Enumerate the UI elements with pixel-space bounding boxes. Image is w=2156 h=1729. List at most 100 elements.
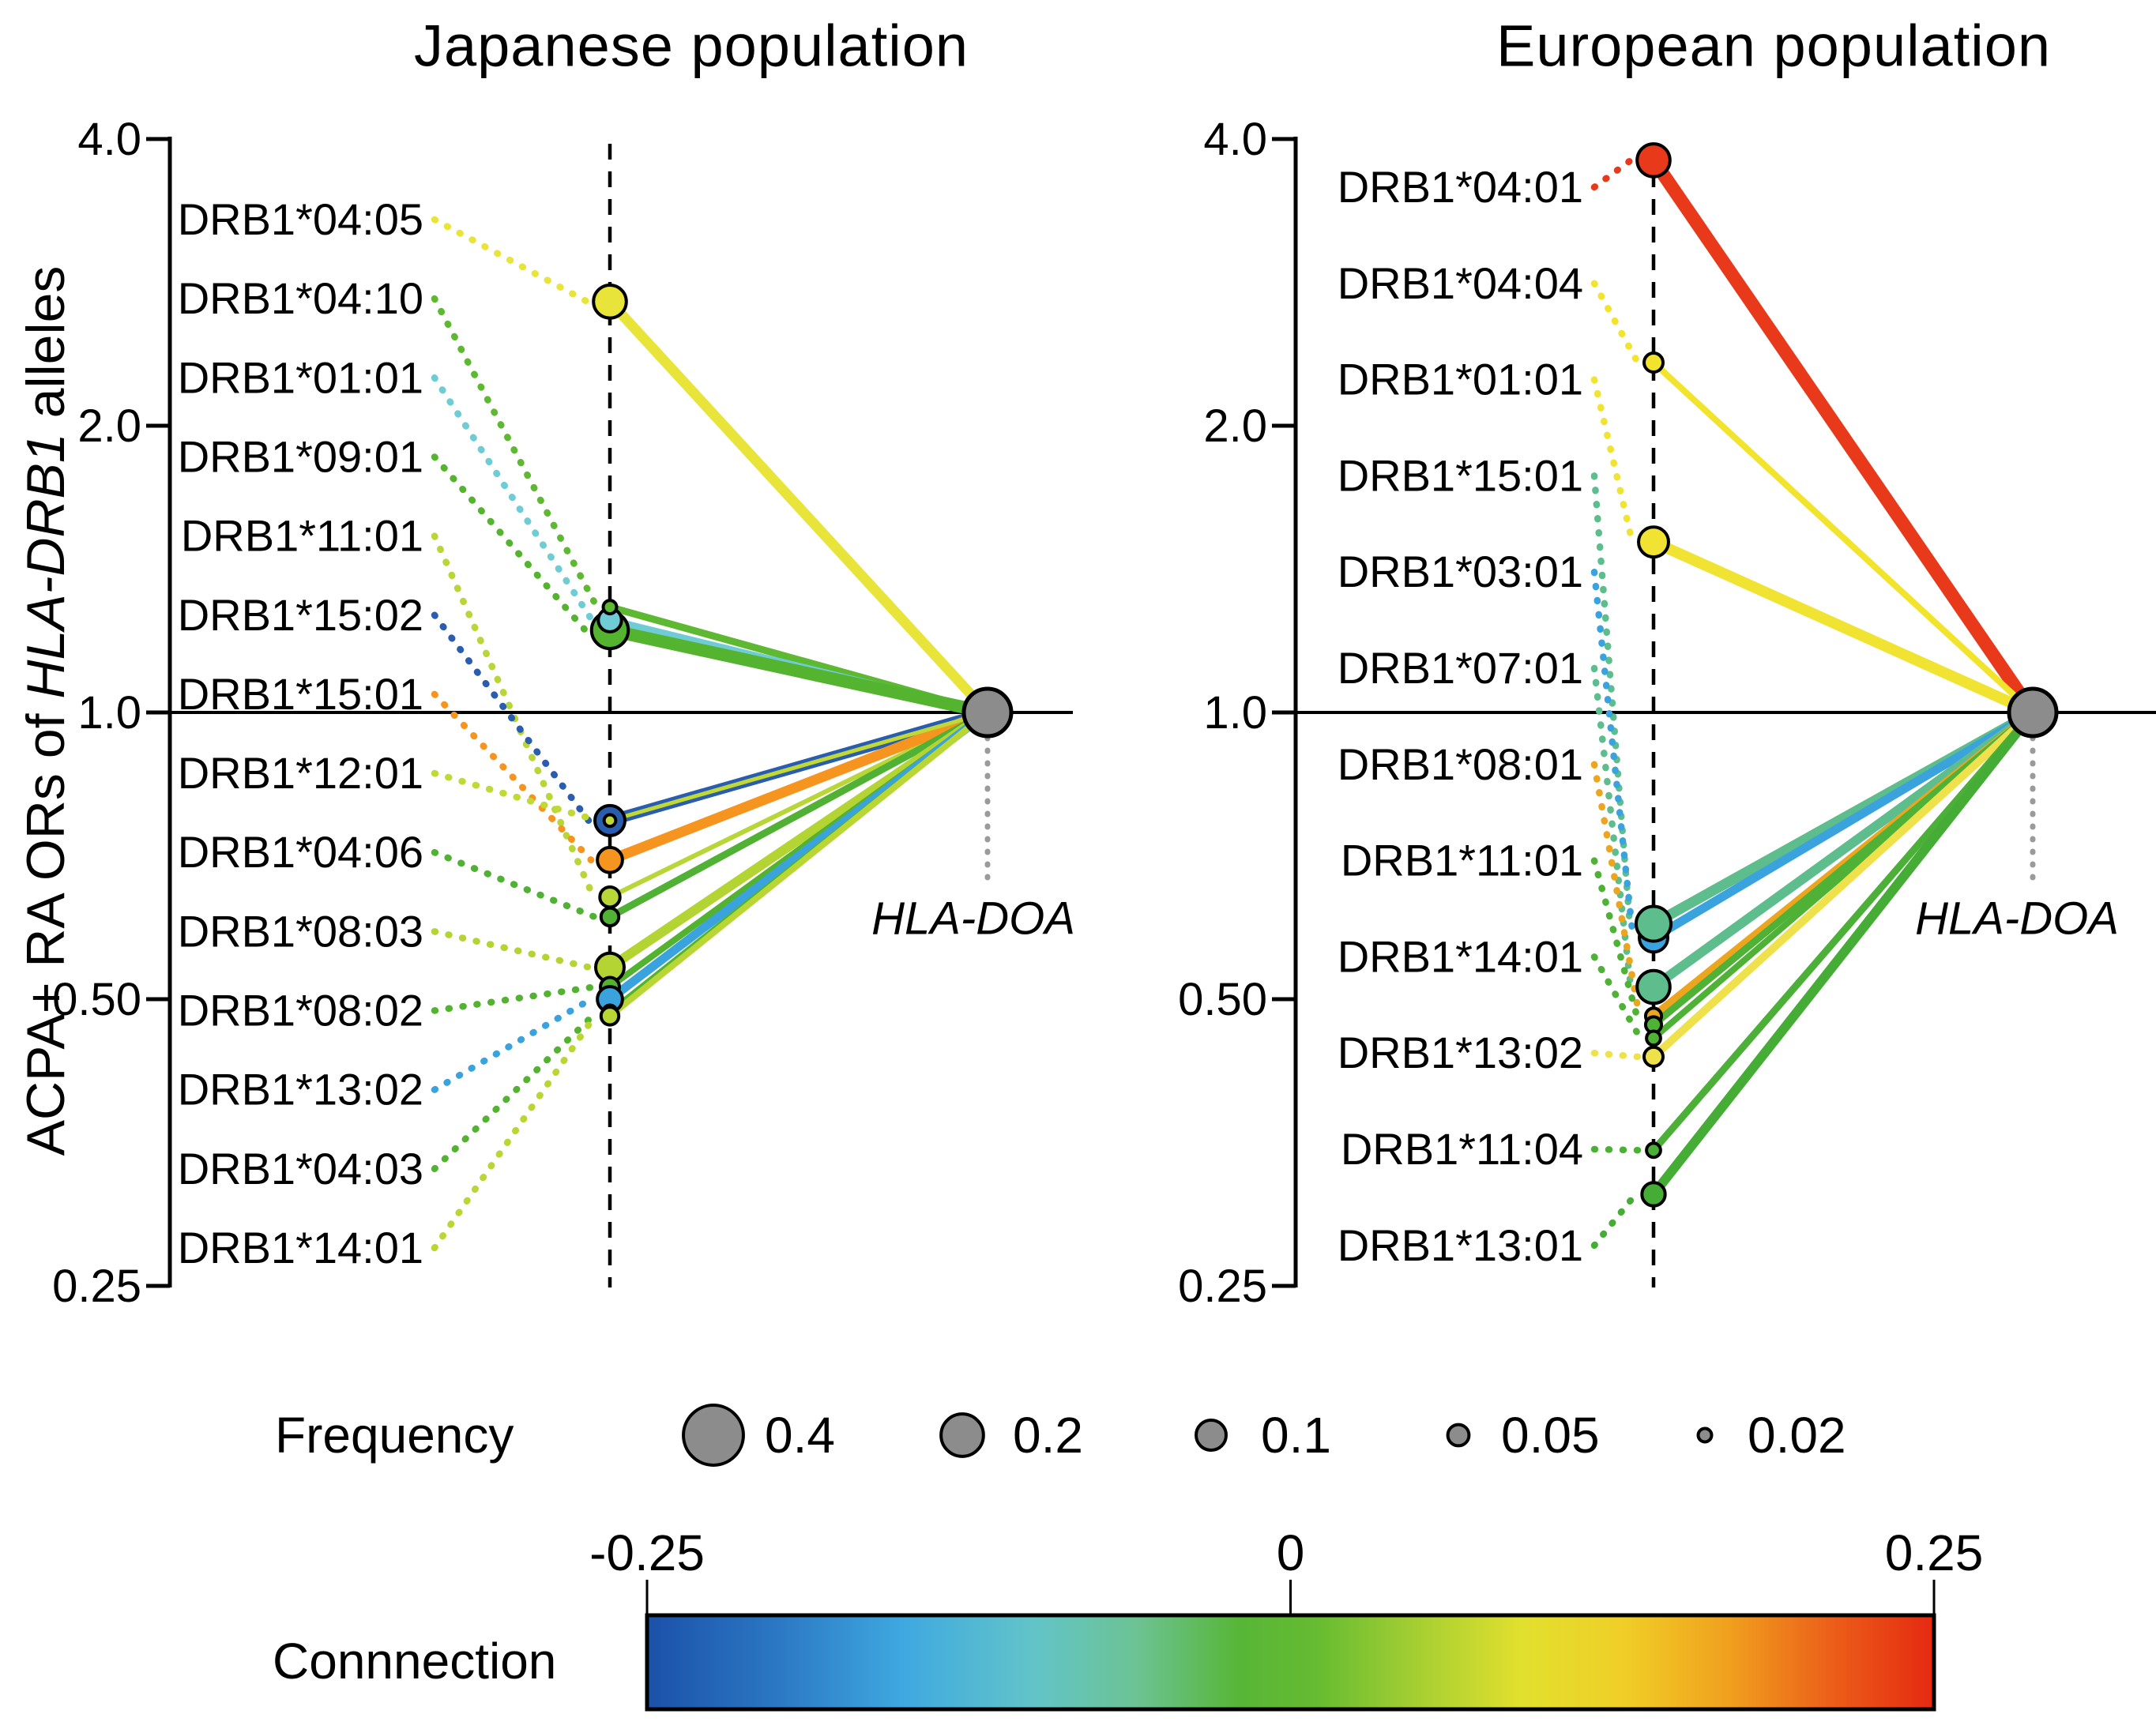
allele-connector <box>431 295 600 611</box>
y-axis-tick-label: 4.0 <box>77 114 141 165</box>
allele-label: DRB1*08:01 <box>1338 739 1583 789</box>
colorbar-title: Connnection <box>273 1633 557 1690</box>
frequency-legend-title: Frequency <box>275 1407 514 1464</box>
allele-connector <box>1590 1190 1639 1250</box>
frequency-legend-dot <box>1696 1426 1714 1444</box>
colorbar-tick-label: 0.25 <box>1885 1524 1984 1581</box>
allele-connector <box>431 216 591 306</box>
allele-label: DRB1*14:01 <box>178 1223 423 1272</box>
y-axis-tick-label: 0.25 <box>52 1261 141 1312</box>
frequency-legend-dot <box>1446 1423 1471 1448</box>
allele-connector <box>1590 376 1636 546</box>
allele-dot <box>1637 525 1670 559</box>
allele-doa-link <box>608 709 990 1019</box>
allele-dot <box>599 1005 621 1027</box>
allele-dot <box>1645 1141 1662 1160</box>
allele-doa-link <box>1651 360 2035 715</box>
allele-dot <box>596 845 624 874</box>
colorbar-gradient-bar <box>645 1613 1936 1712</box>
doa-label-japanese: HLA-DOA <box>871 893 1075 945</box>
allele-connector <box>431 995 595 1093</box>
allele-connector <box>1590 472 1634 927</box>
allele-label: DRB1*15:01 <box>178 669 423 719</box>
allele-connector <box>431 690 595 864</box>
y-axis-tick-label: 1.0 <box>77 687 141 739</box>
frequency-legend-dot <box>1195 1419 1228 1452</box>
allele-connector <box>431 928 593 971</box>
frequency-legend: 0.4 0.2 0.1 0.05 0.02 <box>682 1404 1846 1467</box>
y-axis-tick-label: 0.50 <box>1178 974 1267 1025</box>
frequency-legend-value: 0.4 <box>765 1407 835 1464</box>
allele-doa-link <box>608 707 990 865</box>
allele-doa-link <box>1651 536 2035 718</box>
allele-dot <box>1640 1181 1667 1208</box>
allele-connector <box>1590 1145 1644 1154</box>
allele-label: DRB1*15:02 <box>178 590 423 640</box>
panel-japanese: 4.0 2.0 1.0 0.50 0.25 DRB1*04:05 DRB1*04:10 DRB… <box>52 114 1073 1312</box>
allele-doa-link <box>609 710 988 823</box>
allele-connector <box>431 1008 600 1173</box>
frequency-legend-value: 0.2 <box>1013 1407 1083 1464</box>
allele-dot <box>601 599 619 616</box>
allele-doa-link <box>1651 709 2035 942</box>
y-axis-tick-label: 2.0 <box>1203 400 1267 452</box>
allele-doa-link <box>608 624 989 719</box>
y-axis-label-suffix: alleles <box>16 265 76 434</box>
allele-label: DRB1*11:01 <box>181 511 423 561</box>
allele-label: DRB1*09:01 <box>178 431 423 481</box>
allele-doa-link <box>1650 709 2036 1060</box>
allele-label: DRB1*15:01 <box>1338 450 1583 500</box>
y-axis-tick-label: 2.0 <box>77 400 141 452</box>
allele-connector <box>431 1013 599 1252</box>
allele-dot <box>592 284 628 320</box>
panel-european: 4.0 2.0 1.0 0.50 0.25 DRB1*04:01 DRB1*04:04 DRB… <box>1178 114 2156 1312</box>
allele-connector <box>431 453 589 634</box>
allele-label: DRB1*13:02 <box>1338 1028 1583 1077</box>
allele-connector <box>431 769 601 825</box>
doa-node <box>961 686 1014 739</box>
y-axis-tick-label: 4.0 <box>1203 114 1267 165</box>
allele-label: DRB1*13:01 <box>1338 1220 1583 1270</box>
allele-connector <box>431 374 596 624</box>
allele-connector <box>1590 1049 1642 1061</box>
colorbar-tick-label: 0 <box>1277 1524 1305 1581</box>
allele-label: DRB1*04:10 <box>178 273 423 323</box>
allele-label: DRB1*14:01 <box>1338 931 1583 981</box>
allele-label: DRB1*04:04 <box>1338 258 1583 308</box>
colorbar-tick-label: -0.25 <box>589 1524 705 1581</box>
allele-connector <box>1590 761 1643 1020</box>
allele-label: DRB1*11:01 <box>1341 836 1583 885</box>
allele-label: DRB1*12:01 <box>178 748 423 798</box>
frequency-legend-value: 0.02 <box>1748 1407 1846 1464</box>
doa-label-european: HLA-DOA <box>1915 893 2119 945</box>
allele-dot <box>1635 968 1672 1005</box>
doa-node <box>2007 686 2059 739</box>
panel-title-japanese: Japanese population <box>413 13 969 79</box>
frequency-legend-value: 0.1 <box>1261 1407 1331 1464</box>
allele-doa-link <box>606 298 991 716</box>
y-axis-label-prefix: ACPA+ RA ORs of <box>16 698 76 1156</box>
connection-colorbar: -0.25 0 0.25 <box>589 1524 1984 1712</box>
allele-label: DRB1*07:01 <box>1338 643 1583 693</box>
allele-dot <box>1642 1045 1665 1068</box>
allele-label: DRB1*04:01 <box>1338 162 1583 212</box>
allele-label: DRB1*03:01 <box>1338 547 1583 596</box>
y-axis-tick-label: 0.25 <box>1178 1261 1267 1312</box>
allele-dot <box>1645 1029 1662 1047</box>
allele-connector <box>1590 953 1644 1042</box>
allele-doa-link <box>1647 156 2039 716</box>
allele-label: DRB1*13:02 <box>178 1065 423 1114</box>
allele-dot <box>599 906 621 928</box>
panel-title-european: European population <box>1496 13 2052 79</box>
allele-label: DRB1*04:05 <box>178 194 423 244</box>
allele-connector <box>1590 857 1643 1028</box>
y-axis-tick-label: 1.0 <box>1203 687 1267 739</box>
frequency-legend-dot <box>682 1404 745 1467</box>
allele-dot <box>598 885 622 909</box>
allele-label: DRB1*01:01 <box>178 352 423 402</box>
allele-dot <box>1635 142 1672 179</box>
y-axis-label: ACPA+ RA ORs of HLA-DRB1 alleles <box>15 266 77 1156</box>
frequency-legend-value: 0.05 <box>1501 1407 1600 1464</box>
allele-connector <box>431 848 599 921</box>
